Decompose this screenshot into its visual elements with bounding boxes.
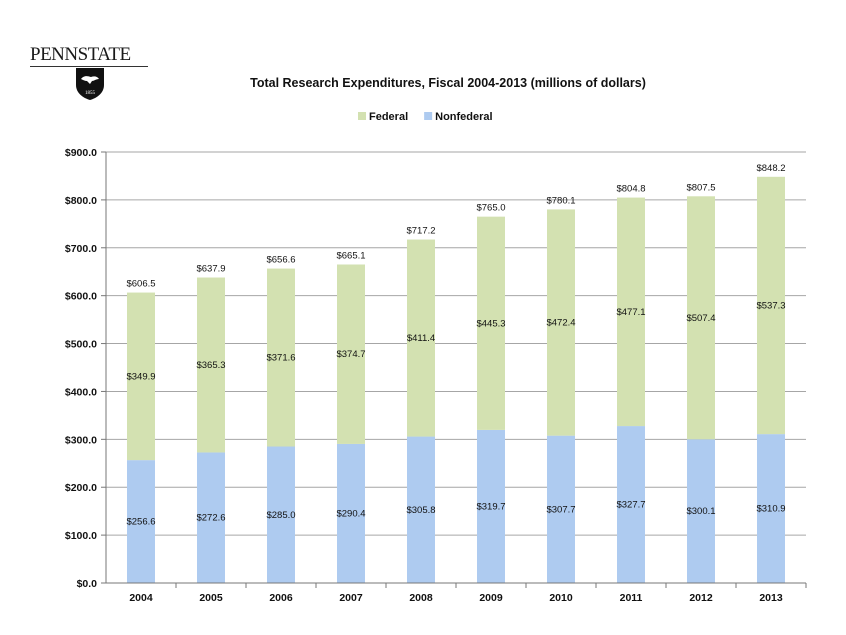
bar-federal — [617, 197, 645, 427]
federal-value-label: $371.6 — [266, 353, 295, 364]
y-tick-label: $600.0 — [65, 291, 97, 303]
total-value-label: $804.8 — [616, 184, 645, 195]
x-tick-label: 2009 — [479, 592, 503, 604]
federal-value-label: $374.7 — [336, 349, 365, 360]
bar-federal — [687, 196, 715, 440]
logo-year: 1855 — [85, 91, 96, 96]
bar-nonfederal — [477, 429, 505, 583]
federal-value-label: $445.3 — [476, 318, 505, 329]
total-value-label: $848.2 — [756, 163, 785, 174]
total-value-label: $717.2 — [406, 226, 435, 237]
nonfederal-value-label: $305.8 — [406, 505, 435, 516]
x-axis: 2004 2005 2006 2007 2008 2009 2010 2011 2012 2013 — [106, 582, 807, 604]
x-tick-label: 2010 — [549, 592, 573, 604]
total-value-label: $780.1 — [546, 195, 575, 206]
nonfederal-value-label: $300.1 — [686, 506, 715, 517]
bars: $256.6 $349.9 $606.5 $272.6 $365.3 $637.9 $285… — [126, 163, 786, 583]
y-tick-label: $0.0 — [77, 578, 98, 590]
bar-nonfederal — [617, 426, 645, 583]
nonfederal-value-label: $256.6 — [126, 517, 155, 528]
legend-swatch — [358, 112, 366, 120]
bar-federal — [127, 292, 155, 461]
federal-value-label: $507.4 — [686, 313, 715, 324]
logo-wordmark: PENNSTATE — [30, 44, 131, 65]
bar-nonfederal — [687, 439, 715, 583]
nonfederal-value-label: $319.7 — [476, 501, 505, 512]
bar-nonfederal — [127, 460, 155, 583]
x-tick-label: 2004 — [129, 592, 153, 604]
legend-label: Nonfederal — [435, 111, 492, 123]
nonfederal-value-label: $310.9 — [756, 504, 785, 515]
y-tick-label: $400.0 — [65, 386, 97, 398]
total-value-label: $637.9 — [196, 264, 225, 275]
federal-value-label: $365.3 — [196, 360, 225, 371]
total-value-label: $665.1 — [336, 250, 365, 261]
bar-nonfederal — [547, 435, 575, 583]
chart-title: Total Research Expenditures, Fiscal 2004… — [250, 76, 646, 90]
bar-federal — [197, 277, 225, 453]
x-tick-label: 2007 — [339, 592, 363, 604]
nonfederal-value-label: $290.4 — [336, 508, 365, 519]
total-value-label: $765.0 — [476, 203, 505, 214]
x-tick-label: 2011 — [620, 592, 643, 604]
y-tick-label: $500.0 — [65, 339, 97, 351]
bar-federal — [757, 176, 785, 435]
x-tick-label: 2005 — [199, 592, 223, 604]
bar-nonfederal — [757, 434, 785, 583]
x-tick-label: 2006 — [269, 592, 293, 604]
federal-value-label: $537.3 — [756, 300, 785, 311]
nonfederal-value-label: $272.6 — [196, 513, 225, 524]
bar-federal — [337, 264, 365, 444]
y-tick-label: $800.0 — [65, 195, 97, 207]
legend: Federal Nonfederal — [358, 111, 493, 123]
bar-federal — [267, 268, 295, 447]
x-tick-label: 2013 — [759, 592, 783, 604]
nonfederal-value-label: $307.7 — [546, 504, 575, 515]
bar-federal — [407, 239, 435, 437]
bar-nonfederal — [337, 443, 365, 583]
logo-rule — [30, 66, 148, 67]
x-tick-label: 2008 — [409, 592, 433, 604]
bar-federal — [547, 209, 575, 436]
legend-swatch — [424, 112, 433, 120]
bar-nonfederal — [267, 446, 295, 583]
y-tick-label: $100.0 — [65, 530, 97, 542]
shield-icon: 1855 — [76, 68, 104, 100]
nonfederal-value-label: $285.0 — [266, 510, 295, 521]
y-tick-label: $700.0 — [65, 243, 97, 255]
y-axis: $0.0 $100.0 $200.0 $300.0 $400.0 $500.0 $600.0… — [65, 147, 107, 590]
bar-nonfederal — [407, 436, 435, 583]
federal-value-label: $349.9 — [126, 371, 155, 382]
federal-value-label: $472.4 — [546, 318, 575, 329]
federal-value-label: $477.1 — [616, 307, 645, 318]
penn-state-logo: PENNSTATE 1855 — [30, 44, 150, 104]
total-value-label: $656.6 — [266, 255, 295, 266]
x-tick-label: 2012 — [689, 592, 713, 604]
y-tick-label: $900.0 — [65, 147, 97, 159]
nonfederal-value-label: $327.7 — [616, 500, 645, 511]
bar-nonfederal — [197, 452, 225, 583]
y-tick-label: $300.0 — [65, 434, 97, 446]
federal-value-label: $411.4 — [407, 333, 435, 344]
bar-federal — [477, 216, 505, 430]
total-value-label: $606.5 — [126, 279, 155, 290]
y-tick-label: $200.0 — [65, 482, 97, 494]
total-value-label: $807.5 — [686, 182, 715, 193]
legend-label: Federal — [369, 111, 408, 123]
